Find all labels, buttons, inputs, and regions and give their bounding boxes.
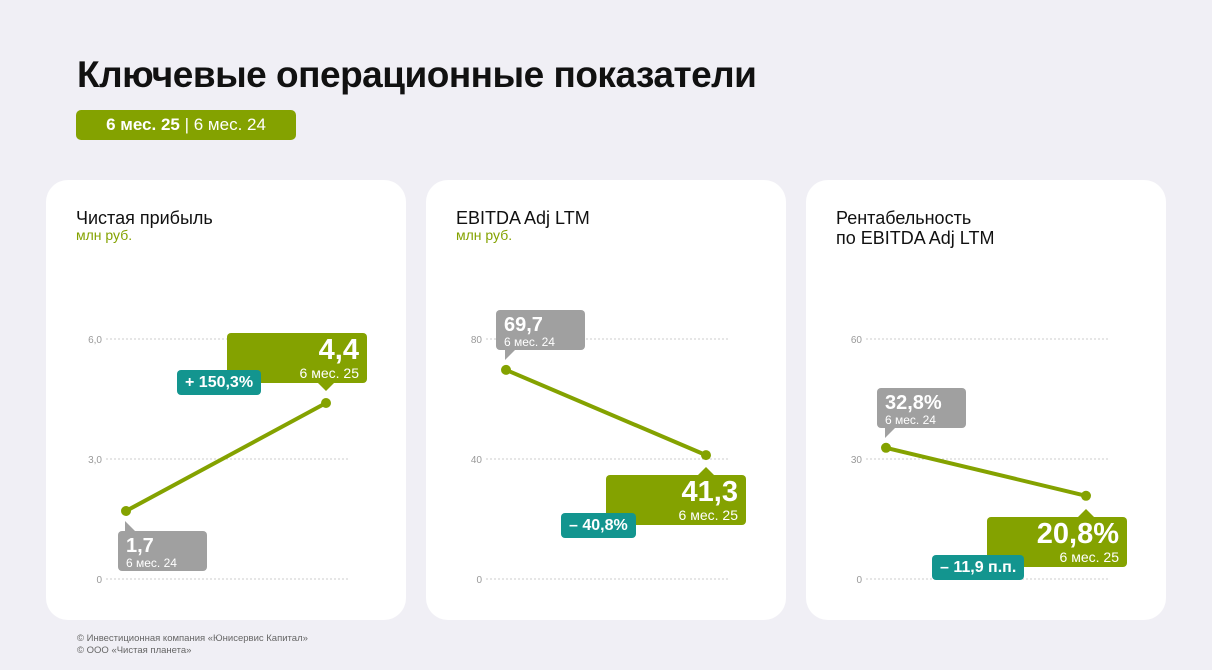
period-label: 6 мес. 24 (885, 412, 936, 427)
callout-pointer (885, 427, 895, 438)
y-tick-label: 80 (471, 335, 483, 346)
data-point (1081, 490, 1091, 501)
copyright-line: © Инвестиционная компания «Юнисервис Кап… (77, 633, 308, 644)
period-label: 6 мес. 25 (678, 507, 738, 524)
y-tick-label: 3,0 (88, 455, 102, 466)
line-chart: 0 3,0 6,0 (88, 335, 348, 586)
card-ebitda: EBITDA Adj LTM млн руб. 0 40 80 69,7 6 мес. … (426, 180, 786, 620)
period-badge: 6 мес. 25 | 6 мес. 24 (76, 110, 296, 140)
line-chart: 0 30 60 (851, 335, 1108, 586)
series-line (124, 401, 328, 513)
series-line (884, 445, 1088, 498)
previous-value-callout: 32,8% 6 мес. 24 (877, 387, 966, 428)
value-label: 69,7 (504, 313, 543, 336)
series-line (504, 367, 708, 458)
change-badge: – 40,8% (561, 513, 636, 539)
callout-pointer (698, 467, 714, 476)
data-point (321, 398, 331, 408)
chart-unit: млн руб. (76, 227, 133, 243)
chart-title-line: Рентабельность (836, 208, 972, 228)
period-current: 6 мес. 25 (106, 115, 180, 134)
y-tick-label: 6,0 (88, 335, 102, 346)
chart-title: EBITDA Adj LTM (456, 208, 590, 228)
period-label: 6 мес. 24 (504, 334, 555, 349)
chart-title: Рентабельность по EBITDA Adj LTM (836, 208, 994, 248)
callout-pointer (318, 383, 334, 391)
page-title: Ключевые операционные показатели (77, 54, 757, 95)
previous-value-callout: 69,7 6 мес. 24 (496, 309, 585, 350)
y-tick-label: 30 (851, 455, 863, 466)
y-tick-label: 0 (96, 575, 102, 586)
footer: © Инвестиционная компания «Юнисервис Кап… (77, 633, 308, 657)
callout-pointer (125, 521, 135, 531)
line-chart: 0 40 80 (471, 335, 728, 586)
card-net-profit: Чистая прибыль млн руб. 0 3,0 6,0 1,7 6 мес.… (46, 180, 406, 620)
value-label: 1,7 (126, 535, 154, 557)
current-value-callout: 20,8% 6 мес. 25 (987, 516, 1127, 567)
callout-pointer (505, 349, 515, 360)
y-tick-label: 60 (851, 335, 863, 346)
previous-value-callout: 1,7 6 мес. 24 (118, 531, 207, 571)
change-badge: – 11,9 п.п. (932, 554, 1025, 580)
data-point (881, 442, 891, 453)
y-tick-label: 0 (856, 575, 862, 586)
y-tick-label: 40 (471, 455, 483, 466)
change-badge: + 150,3% (177, 370, 262, 395)
value-label: 32,8% (885, 391, 942, 414)
value-label: 41,3 (681, 476, 738, 509)
period-label: 6 мес. 25 (299, 365, 359, 381)
current-value-callout: 4,4 6 мес. 25 (227, 333, 367, 383)
value-label: 20,8% (1036, 517, 1119, 550)
data-point (501, 364, 511, 375)
chart-unit: млн руб. (456, 227, 513, 243)
data-point (701, 450, 711, 461)
callout-pointer (1078, 508, 1094, 517)
chart-title: Чистая прибыль (76, 208, 213, 228)
period-label: 6 мес. 25 (1059, 548, 1119, 565)
period-previous: 6 мес. 24 (193, 115, 266, 134)
value-label: 4,4 (318, 334, 359, 366)
y-tick-label: 0 (476, 575, 482, 586)
data-point (121, 506, 131, 516)
copyright-line: © ООО «Чистая планета» (77, 645, 192, 656)
card-ebitda-margin: Рентабельность по EBITDA Adj LTM 0 30 60 32,… (806, 180, 1166, 620)
chart-title-line: по EBITDA Adj LTM (836, 228, 995, 248)
period-label: 6 мес. 24 (126, 556, 177, 570)
period-separator: | (184, 115, 190, 134)
